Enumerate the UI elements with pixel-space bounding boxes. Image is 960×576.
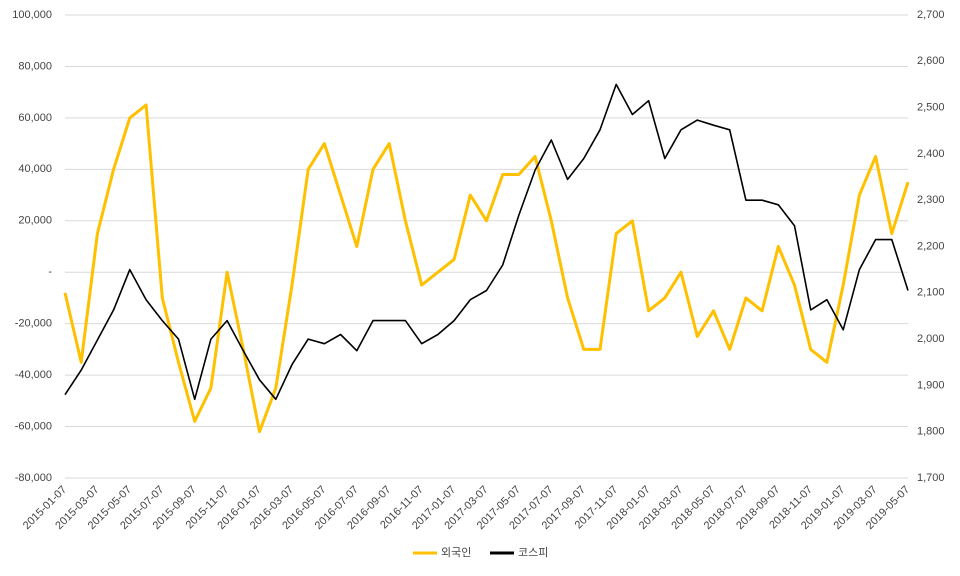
y2-tick-label: 1,700: [917, 472, 945, 484]
y2-tick-label: 2,100: [917, 287, 945, 299]
y2-tick-label: 1,800: [917, 426, 945, 438]
y-tick-label: 20,000: [18, 215, 52, 227]
y2-tick-label: 2,000: [917, 333, 945, 345]
y2-tick-label: 1,900: [917, 379, 945, 391]
y-tick-label: 100,000: [12, 9, 52, 21]
y-tick-label: -20,000: [15, 318, 52, 330]
y2-tick-label: 2,500: [917, 102, 945, 114]
y-tick-label: 40,000: [18, 163, 52, 175]
y2-tick-label: 2,200: [917, 240, 945, 252]
y2-tick-label: 2,600: [917, 55, 945, 67]
legend-label: 외국인: [441, 546, 471, 559]
y-tick-label: 80,000: [18, 60, 52, 72]
legend-label: 코스피: [518, 546, 548, 559]
y2-tick-label: 2,400: [917, 148, 945, 160]
series-line: [63, 103, 910, 434]
y-tick-label: -80,000: [15, 472, 52, 484]
y2-tick-label: 2,300: [917, 194, 945, 206]
series-line: [64, 83, 909, 401]
y2-tick-label: 2,700: [917, 9, 945, 21]
y-tick-label: -: [48, 266, 52, 278]
y-tick-label: 60,000: [18, 112, 52, 124]
y-tick-label: -60,000: [15, 420, 52, 432]
y-tick-label: -40,000: [15, 369, 52, 381]
